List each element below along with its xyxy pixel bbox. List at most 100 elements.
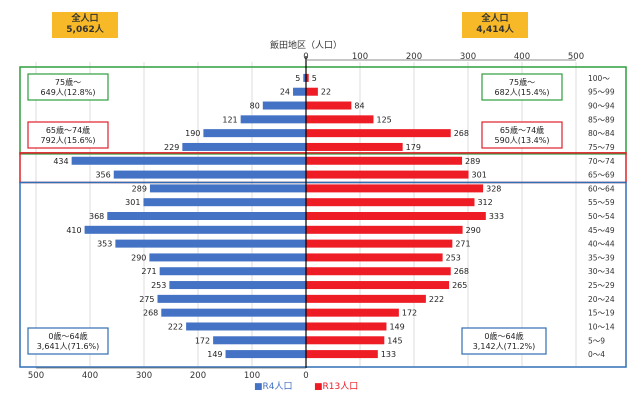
value-label-r4: 410	[66, 226, 81, 235]
top-tick-label: 200	[406, 52, 422, 62]
right-total-badge: 全人口 4,414人	[462, 12, 528, 38]
axes: 0～4 5～9 10～14 15～19 20～24 25～29 30～34 35～39 40～4…	[28, 52, 615, 381]
value-label-r13: 222	[429, 295, 444, 304]
left-total-value: 5,062人	[66, 25, 104, 35]
bar-r13	[306, 267, 451, 276]
bar-r13	[306, 129, 451, 138]
value-label-r4: 271	[141, 267, 156, 276]
age-group-label: 5～9	[588, 336, 605, 345]
bar-r4	[303, 73, 306, 82]
age-group-label: 100～	[588, 74, 610, 83]
bar-r13	[306, 87, 318, 96]
bar-r13	[306, 101, 352, 110]
value-label-r4: 356	[95, 171, 110, 180]
bottom-tick-label: 0	[303, 371, 308, 381]
bar-r4	[225, 350, 306, 359]
age-group-label: 0～4	[588, 350, 605, 359]
bottom-tick-label: 400	[82, 371, 98, 381]
right-65-box-line1: 65歳～74歳	[500, 125, 544, 135]
bars	[71, 73, 486, 359]
bar-r13	[306, 239, 453, 248]
right-0-64-box-line1: 0歳～64歳	[484, 331, 523, 341]
right-65-box-frame	[481, 121, 563, 149]
value-label-r13: 133	[381, 350, 396, 359]
age-group-label: 55～59	[588, 198, 615, 207]
bar-r13	[306, 225, 463, 234]
value-label-r4: 268	[143, 309, 158, 318]
value-label-r13: 22	[321, 88, 331, 97]
bar-r4	[262, 101, 306, 110]
top-tick-label: 100	[352, 52, 368, 62]
top-tick-label: 300	[460, 52, 476, 62]
value-label-r13: 312	[477, 198, 492, 207]
bottom-tick-label: 200	[190, 371, 206, 381]
age-group-label: 35～39	[588, 253, 615, 262]
value-label-r4: 222	[168, 322, 183, 331]
age-group-label: 10～14	[588, 322, 615, 331]
bar-r13	[306, 170, 469, 179]
age-group-label: 85～89	[588, 115, 615, 124]
bar-r4	[161, 308, 306, 317]
left-total-label: 全人口	[71, 14, 99, 24]
bar-r4	[107, 212, 306, 220]
bar-r4	[84, 225, 306, 234]
value-label-r13: 172	[402, 309, 417, 318]
bar-r4	[71, 156, 306, 165]
value-label-r4: 172	[195, 336, 210, 345]
age-group-label: 50～54	[588, 212, 615, 221]
right-75-box-line1: 75歳～	[509, 77, 535, 87]
left-0-64-box-line2: 3,641人(71.6%)	[37, 342, 100, 351]
value-label-r13: 271	[455, 240, 470, 249]
bar-r13	[306, 73, 309, 82]
bar-r4	[203, 129, 306, 138]
value-label-r4: 121	[222, 115, 237, 124]
bracket-75-plus	[19, 66, 627, 155]
age-group-label: 45～49	[588, 226, 615, 235]
top-tick-label: 0	[303, 52, 308, 62]
bar-r13	[306, 184, 484, 193]
bar-r4	[182, 142, 306, 151]
bar-r4	[159, 267, 306, 276]
age-group-label: 15～19	[588, 309, 615, 318]
left-75-box-frame	[27, 73, 109, 101]
age-group-label: 40～44	[588, 240, 615, 249]
value-label-r13: 265	[452, 281, 467, 290]
value-label-r13: 125	[377, 115, 392, 124]
bar-r13	[306, 294, 426, 303]
value-labels: 149 133 172 145 222 149 268 172 275 222 253 265 271 2…	[53, 74, 504, 359]
value-label-r13: 145	[387, 336, 402, 345]
right-65-box-line2: 590人(13.4%)	[495, 136, 550, 145]
bar-r4	[169, 281, 306, 290]
right-0-64-box-frame	[461, 327, 547, 355]
age-group-label: 75～79	[588, 143, 615, 152]
left-65-box-line2: 792人(15.6%)	[41, 136, 96, 145]
bottom-tick-label: 500	[28, 371, 44, 381]
bottom-tick-label: 300	[136, 371, 152, 381]
left-total-badge: 全人口 5,062人	[52, 12, 118, 38]
right-total-label: 全人口	[481, 14, 509, 24]
bar-r4	[149, 184, 306, 193]
value-label-r13: 328	[486, 184, 501, 193]
bar-r13	[306, 336, 385, 345]
value-label-r4: 24	[280, 88, 290, 97]
value-label-r13: 333	[489, 212, 504, 221]
left-0-64-box-frame	[27, 327, 109, 355]
left-75-box-line1: 75歳～	[55, 77, 81, 87]
bar-r4	[115, 239, 306, 248]
value-label-r13: 301	[472, 171, 487, 180]
bar-r4	[293, 87, 306, 96]
age-group-label: 65～69	[588, 171, 615, 180]
bar-r13	[306, 142, 403, 151]
value-label-r13: 289	[465, 157, 480, 166]
age-group-label: 20～24	[588, 295, 615, 304]
value-label-r13: 149	[389, 322, 404, 331]
left-0-64-box-line1: 0歳～64歳	[48, 331, 87, 341]
bar-r4	[113, 170, 306, 179]
value-label-r4: 275	[139, 295, 154, 304]
top-tick-label: 500	[568, 52, 584, 62]
bar-r13	[306, 212, 486, 220]
right-total-value: 4,414人	[476, 25, 514, 35]
value-label-r4: 149	[207, 350, 222, 359]
bar-r13	[306, 308, 399, 317]
value-label-r13: 253	[446, 253, 461, 262]
